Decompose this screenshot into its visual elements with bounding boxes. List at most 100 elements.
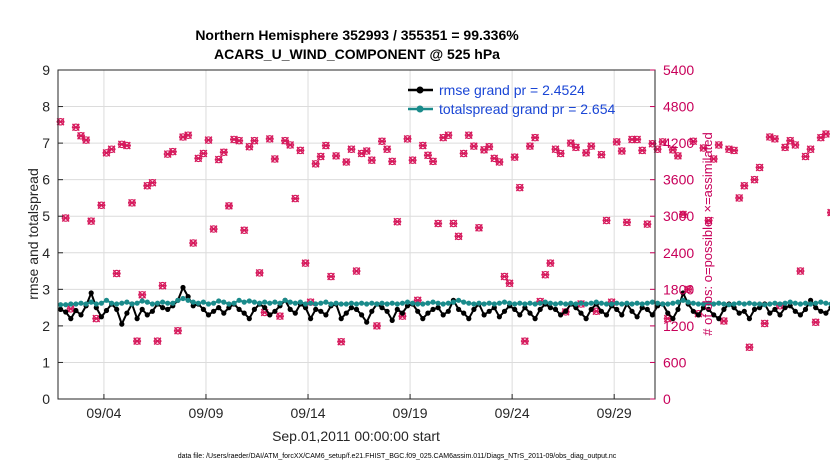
- obs-count-point: [781, 143, 790, 152]
- series-point: [767, 301, 773, 307]
- series-point: [818, 308, 824, 314]
- series-point: [456, 306, 462, 312]
- obs-count-point: [87, 217, 96, 225]
- series-point: [731, 305, 737, 311]
- obs-count-point: [383, 145, 392, 154]
- series-point: [547, 300, 554, 306]
- obs-count-point: [582, 148, 591, 157]
- series-point: [609, 301, 615, 307]
- series-point: [665, 301, 671, 307]
- series-point: [318, 300, 324, 306]
- series-point: [251, 306, 257, 312]
- obs-count-point: [296, 146, 305, 155]
- series-point: [721, 301, 727, 307]
- obs-count-point: [168, 147, 177, 156]
- series-point: [369, 300, 375, 306]
- series-point: [144, 299, 150, 305]
- series-point: [262, 305, 268, 311]
- series-point: [394, 306, 400, 312]
- series-point: [558, 312, 564, 318]
- series-point: [369, 308, 375, 314]
- series-point: [58, 302, 64, 308]
- series-point: [711, 301, 717, 307]
- obs-count-point: [403, 134, 412, 143]
- series-point: [598, 308, 605, 314]
- series-point: [461, 299, 467, 305]
- series-point: [384, 301, 390, 307]
- obs-count-point: [500, 272, 509, 281]
- series-point: [507, 300, 513, 306]
- obs-count-point: [735, 194, 744, 202]
- obs-count-point: [541, 270, 550, 279]
- series-point: [430, 299, 436, 305]
- series-point: [716, 300, 722, 306]
- y2-tick-label: 3000: [663, 208, 694, 224]
- series-point: [348, 305, 354, 311]
- series-point: [741, 301, 747, 307]
- series-point: [619, 312, 625, 318]
- series-point: [818, 299, 824, 305]
- obs-count-point: [209, 225, 218, 233]
- obs-count-point: [92, 314, 101, 323]
- series-point: [68, 301, 74, 307]
- obs-count-point: [495, 158, 504, 166]
- y2-tick-label: 2400: [663, 245, 694, 261]
- series-point: [634, 300, 640, 306]
- obs-count-point: [770, 134, 779, 143]
- y-axis-label: rmse and totalspread: [25, 168, 41, 300]
- series-point: [394, 301, 400, 307]
- x-tick-label: 09/29: [597, 405, 632, 421]
- series-point: [58, 306, 64, 312]
- y2-axis-label: # of obs: o=possible; ×=assimilated: [700, 132, 715, 335]
- y-tick-label: 9: [42, 62, 50, 78]
- obs-count-point: [158, 281, 167, 290]
- series-point: [404, 303, 411, 309]
- obs-count-point: [342, 158, 351, 166]
- series-point: [537, 300, 543, 306]
- series-point: [415, 301, 421, 307]
- series-point: [343, 310, 349, 316]
- series-point: [481, 301, 487, 307]
- obs-count-point: [82, 136, 91, 144]
- series-point: [563, 301, 569, 307]
- series-point: [267, 312, 273, 318]
- series-point: [583, 316, 589, 322]
- series-point: [399, 300, 405, 306]
- obs-count-point: [240, 226, 249, 235]
- series-point: [93, 301, 99, 307]
- series-point: [359, 312, 365, 318]
- obs-count-point: [520, 337, 529, 346]
- series-point: [221, 299, 227, 305]
- series-point: [706, 300, 712, 306]
- series-point: [205, 312, 212, 318]
- series-point: [670, 300, 676, 306]
- obs-count-point: [617, 147, 626, 155]
- obs-count-point: [505, 279, 514, 288]
- series-point: [603, 312, 610, 318]
- series-point: [655, 300, 661, 306]
- series-point: [471, 301, 477, 307]
- obs-count-point: [612, 137, 621, 146]
- x-axis-label: Sep.01,2011 00:00:00 start: [272, 428, 440, 444]
- series-point: [308, 300, 314, 306]
- series-point: [772, 300, 778, 306]
- obs-count-point: [235, 136, 244, 145]
- series-point: [537, 306, 543, 312]
- series-point: [435, 300, 441, 306]
- obs-count-point: [740, 181, 749, 190]
- obs-count-point: [255, 268, 264, 277]
- series-point: [726, 302, 732, 308]
- series-point: [757, 305, 763, 311]
- chart-title-line2: ACARS_U_WIND_COMPONENT @ 525 hPa: [214, 46, 500, 62]
- obs-count-point: [587, 142, 596, 151]
- series-point: [267, 300, 273, 306]
- obs-count-point: [388, 157, 397, 166]
- series-point: [63, 309, 69, 315]
- series-point: [216, 298, 222, 304]
- series-point: [823, 300, 829, 306]
- series-point: [808, 301, 814, 307]
- obs-count-point: [454, 232, 463, 241]
- series-point: [660, 301, 666, 307]
- obs-count-point: [730, 146, 739, 155]
- obs-count-point: [444, 131, 453, 140]
